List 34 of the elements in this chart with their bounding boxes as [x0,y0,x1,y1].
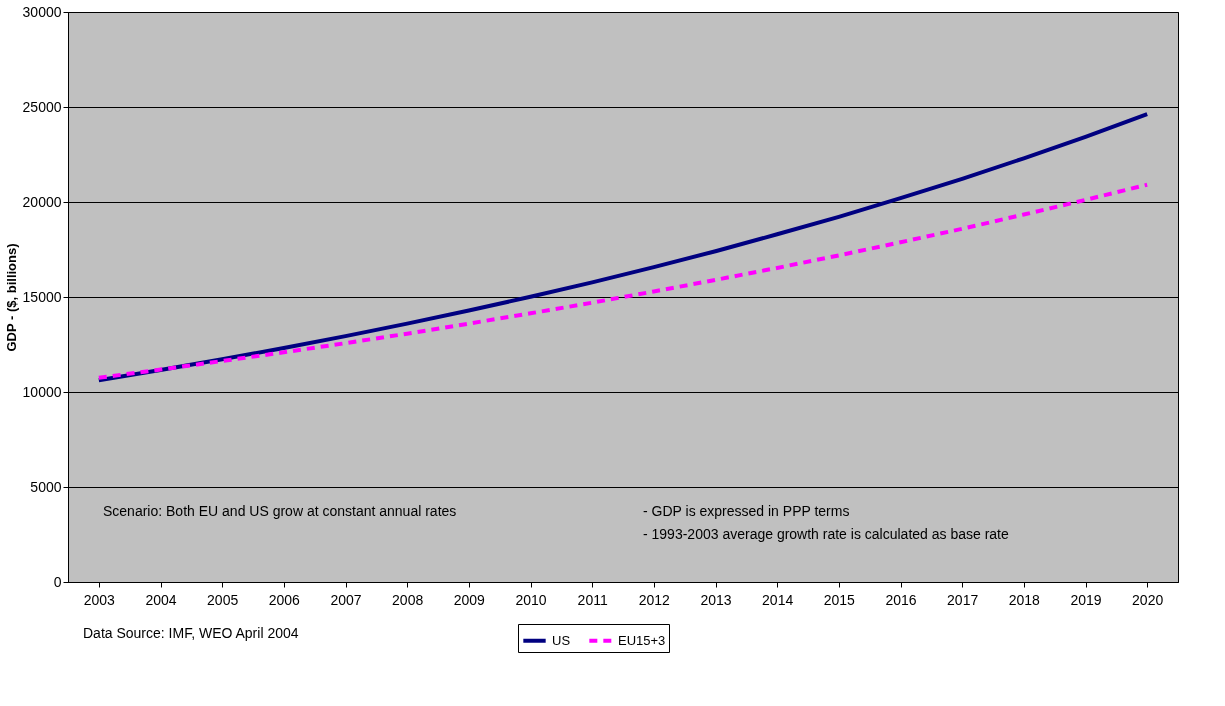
y-tick-label: 20000 [22,193,62,210]
legend-label: EU15+3 [618,632,666,648]
y-tick-label: 5000 [30,478,62,495]
annotation: - GDP is expressed in PPP terms [643,503,850,519]
y-tick-label: 10000 [22,383,62,400]
legend-label: US [552,632,571,648]
x-tick-label: 2020 [1132,591,1164,608]
x-tick-label: 2006 [268,591,301,608]
x-tick-label: 2016 [885,591,917,608]
line-series [96,182,1150,380]
line-series [96,112,1150,383]
x-tick-label: 2012 [638,591,671,608]
y-tick-label: 30000 [22,3,62,20]
x-tick-label: 2014 [762,591,794,608]
source-note: Data Source: IMF, WEO April 2004 [83,625,299,641]
x-tick-label: 2004 [145,591,177,608]
y-axis-title: GDP - ($, billions) [3,243,19,352]
y-tick-label: 0 [53,573,62,590]
x-tick-label: 2015 [823,591,856,608]
x-tick-label: 2005 [207,591,239,608]
x-tick-label: 2019 [1070,591,1102,608]
x-tick-label: 2018 [1008,591,1041,608]
y-tick-label: 15000 [22,288,62,305]
x-tick-label: 2010 [515,591,547,608]
x-tick-label: 2008 [392,591,424,608]
annotation: - 1993-2003 average growth rate is calculated as base rate [643,526,1009,542]
x-tick-label: 2007 [330,591,362,608]
x-tick-label: 2009 [453,591,486,608]
x-tick-label: 2017 [947,591,979,608]
x-tick-label: 2003 [83,591,116,608]
annotation: Scenario: Both EU and US grow at constant annual rates [103,503,457,519]
y-tick-label: 25000 [22,98,62,115]
x-tick-label: 2011 [577,591,608,608]
x-tick-label: 2013 [700,591,732,608]
